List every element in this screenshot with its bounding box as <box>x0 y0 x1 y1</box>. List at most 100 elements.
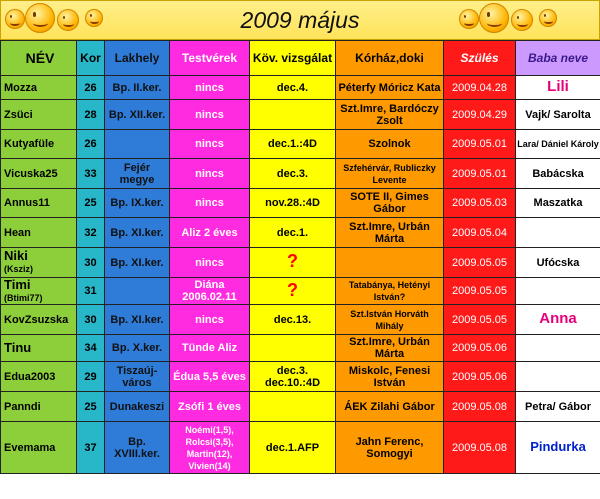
smiley-icon <box>459 9 479 29</box>
cell-korhaz: Szt.Imre, Urbán Márta <box>335 217 444 248</box>
cell-kor: 34 <box>76 334 105 362</box>
cell-nev: Panndi <box>0 391 77 422</box>
cell-kov-vizsgalat-text: dec.1.:4D <box>268 138 317 150</box>
header-kor: Kor <box>76 40 105 76</box>
cell-kor-text: 37 <box>84 441 97 454</box>
cell-lakhely: Tiszaúj- város <box>104 361 170 392</box>
member-name: Zsüci <box>4 108 33 121</box>
cell-kov-vizsgalat-text: dec.1.AFP <box>265 441 320 454</box>
cell-baba-neve: Ufócska <box>515 247 600 278</box>
cell-kov-vizsgalat <box>249 334 336 362</box>
cell-testverek: nincs <box>169 129 250 159</box>
cell-baba-neve: Vajk/ Sarolta <box>515 99 600 130</box>
cell-kov-vizsgalat: dec.4. <box>249 75 336 100</box>
cell-kov-vizsgalat-text: dec.4. <box>276 81 309 94</box>
cell-nev: Edua2003 <box>0 361 77 392</box>
smiley-icon <box>511 9 533 31</box>
page-title: 2009 május <box>240 7 360 33</box>
cell-baba-neve-text: Anna <box>539 310 577 327</box>
cell-korhaz-text: Tatabánya, Hetényi István? <box>348 280 431 302</box>
cell-lakhely: Bp. XI.ker. <box>104 217 170 248</box>
cell-szules-text: 2009.05.01 <box>451 167 508 180</box>
member-nick: (Ksziz) <box>4 264 33 274</box>
cell-baba-neve: Lara/ Dániel Károly <box>515 129 600 159</box>
cell-szules: 2009.05.01 <box>443 129 516 159</box>
cell-korhaz <box>335 247 444 278</box>
cell-korhaz: ÁEK Zilahi Gábor <box>335 391 444 422</box>
cell-testverek: nincs <box>169 188 250 218</box>
cell-kov-vizsgalat: dec.1.AFP <box>249 421 336 474</box>
cell-baba-neve: Petra/ Gábor <box>515 391 600 422</box>
smiley-icon <box>5 9 25 29</box>
cell-korhaz: Szt.Imre, Urbán Márta <box>335 334 444 362</box>
member-name: Panndi <box>4 400 41 413</box>
cell-lakhely: Bp. XVIII.ker. <box>104 421 170 474</box>
header-kov-vizsgalat: Köv. vizsgálat <box>249 40 336 76</box>
cell-lakhely-text: Dunakeszi <box>109 400 165 413</box>
cell-nev: KovZsuzska <box>0 304 77 335</box>
cell-baba-neve <box>515 277 600 305</box>
cell-nev: Zsüci <box>0 99 77 130</box>
cell-testverek: Édua 5,5 éves <box>169 361 250 392</box>
cell-baba-neve: Anna <box>515 304 600 335</box>
cell-szules: 2009.05.06 <box>443 361 516 392</box>
cell-testverek: Tünde Aliz <box>169 334 250 362</box>
cell-lakhely-text: Bp. IX.ker. <box>110 197 164 209</box>
table-row: Panndi 25 Dunakeszi Zsófi 1 éves ÁEK Zilahi … <box>0 391 600 422</box>
cell-baba-neve: Maszatka <box>515 188 600 218</box>
cell-kor-text: 30 <box>84 256 97 269</box>
header-lakhely: Lakhely <box>104 40 170 76</box>
cell-baba-neve <box>515 334 600 362</box>
table-row: Annus11 25 Bp. IX.ker. nincs nov.28.:4D SOTE … <box>0 188 600 218</box>
cell-baba-neve-text: Lili <box>547 78 569 95</box>
cell-kov-vizsgalat: dec.13. <box>249 304 336 335</box>
title-banner: 2009 május <box>0 0 600 40</box>
cell-szules-text: 2009.05.06 <box>451 370 508 383</box>
cell-korhaz-text: ÁEK Zilahi Gábor <box>344 400 435 413</box>
cell-nev: Kutyafüle <box>0 129 77 159</box>
cell-nev: Annus11 <box>0 188 77 218</box>
cell-szules: 2009.05.03 <box>443 188 516 218</box>
cell-lakhely-text: Bp. XI.ker. <box>110 256 164 269</box>
table-row: Zsüci 28 Bp. XII.ker. nincs Szt.Imre, Bardóc… <box>0 99 600 130</box>
cell-baba-neve-text: Petra/ Gábor <box>524 400 592 413</box>
cell-lakhely: Fejér megye <box>104 158 170 189</box>
cell-kor-text: 29 <box>84 370 97 383</box>
cell-kov-vizsgalat-text: ? <box>287 251 298 271</box>
cell-baba-neve: Pindurka <box>515 421 600 474</box>
cell-kov-vizsgalat-text: nov.28.:4D <box>265 197 320 209</box>
cell-szules: 2009.05.06 <box>443 334 516 362</box>
cell-szules: 2009.05.04 <box>443 217 516 248</box>
cell-lakhely: Bp. XII.ker. <box>104 99 170 130</box>
cell-kor: 31 <box>76 277 105 305</box>
cell-lakhely: Bp. XI.ker. <box>104 247 170 278</box>
cell-kov-vizsgalat <box>249 99 336 130</box>
cell-kov-vizsgalat: ? <box>249 247 336 278</box>
cell-szules: 2009.05.08 <box>443 421 516 474</box>
cell-testverek-text: Édua 5,5 éves <box>173 370 246 383</box>
cell-korhaz-text: Szt.István Horváth Mihály <box>350 308 429 331</box>
cell-szules: 2009.05.08 <box>443 391 516 422</box>
cell-lakhely-text: Bp. XII.ker. <box>108 108 166 121</box>
cell-nev: Evemama <box>0 421 77 474</box>
cell-kov-vizsgalat: dec.3. dec.10.:4D <box>249 361 336 392</box>
cell-testverek: Aliz 2 éves <box>169 217 250 248</box>
cell-testverek: nincs <box>169 304 250 335</box>
cell-lakhely: Bp. II.ker. <box>104 75 170 100</box>
cell-kor-text: 28 <box>84 108 97 121</box>
cell-kor: 29 <box>76 361 105 392</box>
cell-testverek-text: nincs <box>195 167 224 180</box>
cell-szules-text: 2009.05.05 <box>451 256 508 269</box>
cell-szules: 2009.05.01 <box>443 158 516 189</box>
cell-szules-text: 2009.05.01 <box>451 138 508 150</box>
cell-testverek-text: Zsófi 1 éves <box>178 400 241 413</box>
member-name: Niki <box>4 248 28 263</box>
cell-kor: 30 <box>76 304 105 335</box>
cell-lakhely-text: Tiszaúj- város <box>116 364 158 389</box>
cell-kor-text: 26 <box>84 81 97 94</box>
table-row: Vicuska25 33 Fejér megye nincs dec.3. Szfehér… <box>0 158 600 189</box>
cell-nev: Hean <box>0 217 77 248</box>
cell-kor-text: 25 <box>84 197 97 209</box>
cell-szules-text: 2009.05.05 <box>451 285 508 297</box>
